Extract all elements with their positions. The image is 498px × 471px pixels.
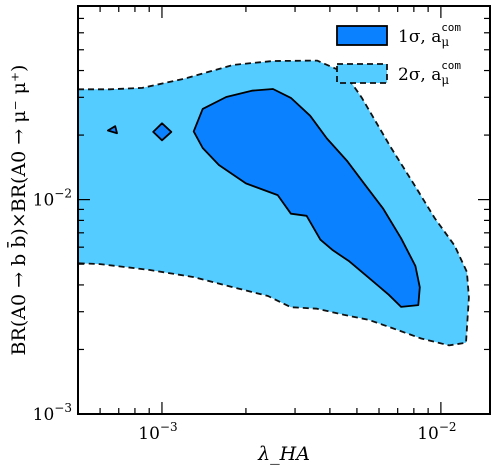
- contour-region-1sigma-0: [192, 88, 421, 308]
- y-axis-label: BR(A0 → b b̄)×BR(A0 → μ⁻ μ⁺): [6, 65, 30, 356]
- y-tick-label: 10−2: [33, 187, 72, 211]
- legend: 1σ, aμcom 2σ, aμcom: [336, 21, 461, 87]
- legend-label-2sigma: 2σ, aμcom: [398, 59, 461, 87]
- contour-region-1sigma-2: [107, 125, 118, 135]
- contour-region-1sigma-1: [152, 122, 173, 142]
- legend-swatch-2sigma: [336, 63, 388, 84]
- legend-swatch-1sigma: [336, 25, 388, 46]
- plot-frame: [77, 5, 491, 415]
- x-tick-label: 10−2: [417, 420, 456, 444]
- plot-area: [78, 59, 470, 347]
- tick-labels: 10−3 10−2 10−3 10−2: [33, 187, 457, 444]
- x-tick-label: 10−3: [138, 420, 177, 444]
- legend-label-1sigma: 1σ, aμcom: [398, 21, 461, 49]
- x-axis-label: λ_HA: [257, 443, 310, 465]
- y-tick-label: 10−3: [33, 401, 72, 425]
